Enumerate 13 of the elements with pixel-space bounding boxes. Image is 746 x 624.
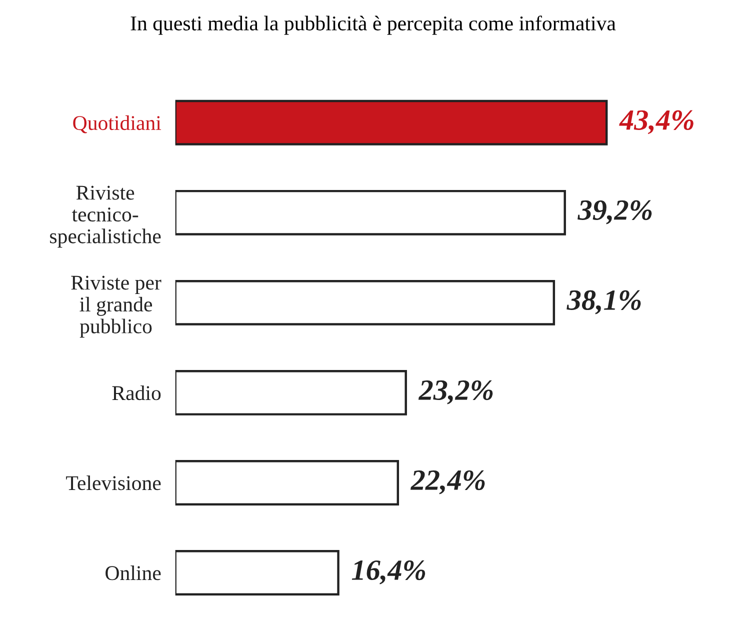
y-tick-label: Televisione <box>66 476 161 490</box>
y-tick-label: Online <box>106 566 161 580</box>
data-label: 43,4% <box>619 110 694 134</box>
y-tick-label: Riviste per il grande pubblico <box>71 276 162 338</box>
data-label: 16,4% <box>352 560 426 584</box>
data-label: 22,4% <box>410 470 485 494</box>
data-label: 23,2% <box>418 380 493 404</box>
y-tick-label: Riviste tecnico- specialistiche <box>50 186 161 248</box>
chart-title: In questi media la pubblicità è percepita come informativa <box>130 16 616 35</box>
data-label: 39,2% <box>578 200 652 224</box>
data-label: 38,1% <box>566 290 641 314</box>
y-tick-label: Radio <box>112 385 161 400</box>
y-tick-label: Quotidiani <box>73 115 162 134</box>
